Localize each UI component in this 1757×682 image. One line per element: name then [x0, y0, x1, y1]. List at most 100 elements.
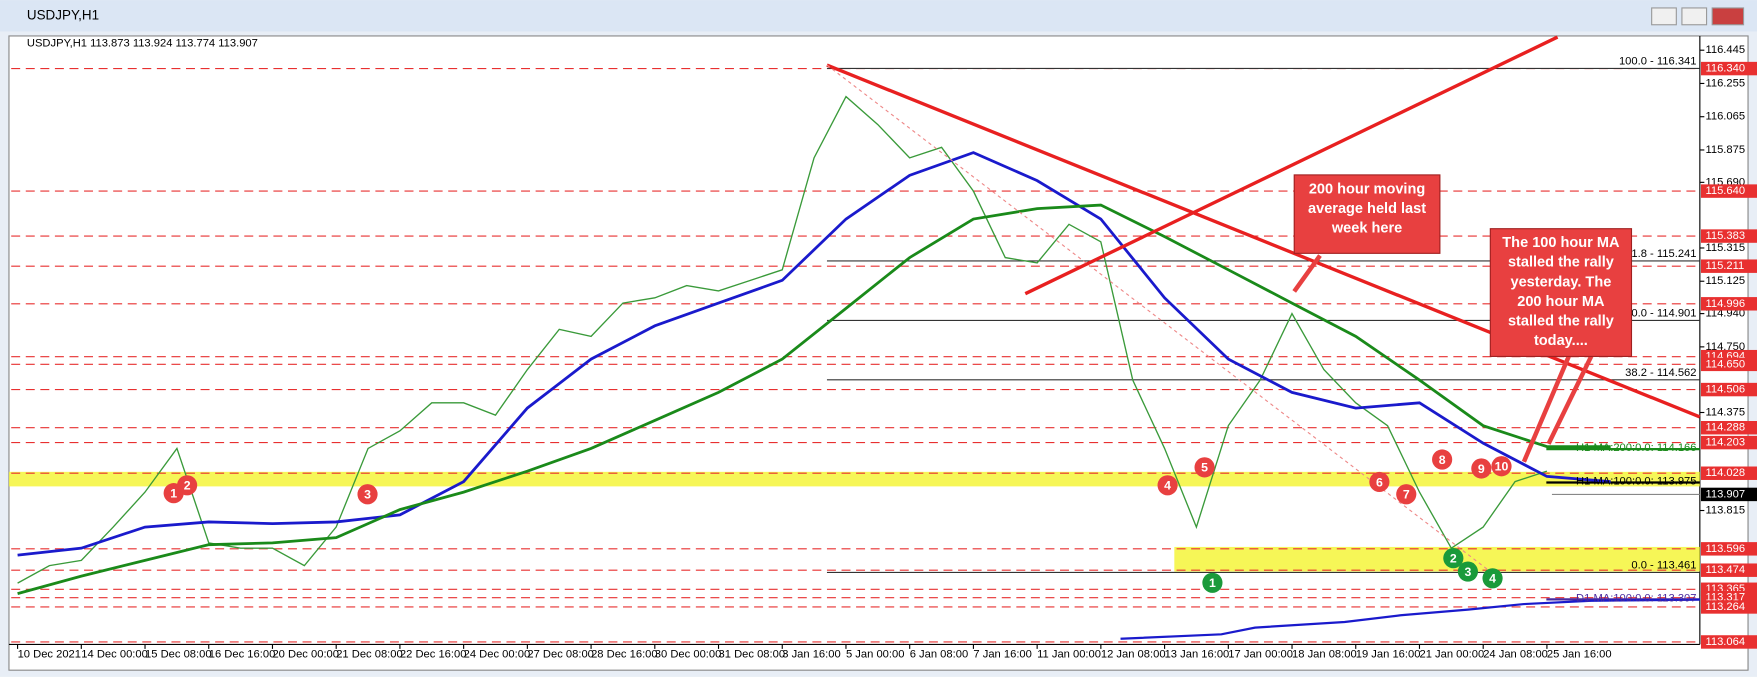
support-band: [1174, 546, 1700, 572]
callout-text: The 100 hour MA: [1502, 235, 1620, 251]
y-tick-label: 115.315: [1705, 242, 1745, 254]
x-tick-label: 25 Jan 16:00: [1547, 648, 1612, 660]
red-marker: [1432, 449, 1453, 470]
level-label: 113.474: [1705, 564, 1745, 576]
level-tag: [1700, 259, 1757, 273]
x-tick-label: 15 Dec 08:00: [145, 648, 212, 660]
level-label: 114.650: [1705, 358, 1745, 370]
callout-text: yesterday. The: [1510, 274, 1611, 290]
red-marker: [1491, 456, 1512, 477]
x-tick-label: 5 Jan 00:00: [846, 648, 904, 660]
ma-label: H1 MA:100:0.0: 113.975: [1576, 475, 1696, 487]
red-marker: [357, 484, 378, 505]
level-label: 115.640: [1705, 185, 1745, 197]
red-marker-label: 3: [364, 488, 371, 502]
level-tag: [1700, 297, 1757, 311]
x-tick-label: 7 Jan 16:00: [973, 648, 1031, 660]
level-label: 114.028: [1705, 467, 1745, 479]
close-button[interactable]: [1711, 7, 1745, 26]
fib-label: 38.2 - 114.562: [1625, 367, 1696, 379]
x-tick-label: 27 Dec 08:00: [527, 648, 594, 660]
callout-box: [1293, 174, 1441, 254]
red-marker-label: 7: [1403, 488, 1410, 502]
callout-text: 200 hour moving: [1309, 181, 1425, 197]
d1-ma-line: [1120, 598, 1700, 640]
callout-text: stalled the rally: [1508, 255, 1615, 271]
callout-arrow: [1292, 254, 1322, 293]
red-marker: [1194, 457, 1215, 478]
level-tag: [1700, 635, 1757, 649]
level-tag: [1700, 466, 1757, 480]
callout-text: average held last: [1308, 201, 1426, 217]
level-tag: [1700, 542, 1757, 556]
fib-label: 50.0 - 114.901: [1625, 308, 1696, 320]
y-tick-label: 116.255: [1705, 77, 1745, 89]
trend-line: [1024, 35, 1559, 296]
y-tick-label: 115.125: [1705, 275, 1745, 287]
y-tick-label: 113.815: [1705, 504, 1745, 516]
ma-label: D1 MA:100:0.0: 113.307: [1576, 592, 1696, 604]
callout-text: week here: [1331, 221, 1402, 237]
green-marker: [1202, 572, 1223, 593]
fib-label: 100.0 - 116.341: [1619, 56, 1697, 68]
level-label: 116.340: [1705, 63, 1745, 75]
x-tick-label: 17 Jan 00:00: [1228, 648, 1293, 660]
red-marker: [1396, 484, 1417, 505]
level-label: 114.506: [1705, 384, 1745, 396]
x-tick-label: 13 Jan 16:00: [1165, 648, 1230, 660]
maximize-button[interactable]: [1681, 7, 1708, 26]
red-marker-label: 5: [1201, 461, 1208, 475]
x-tick-label: 6 Jan 08:00: [910, 648, 968, 660]
green-marker: [1482, 568, 1503, 589]
x-tick-label: 19 Jan 16:00: [1356, 648, 1421, 660]
y-tick-label: 114.750: [1705, 341, 1745, 353]
level-tag: [1700, 421, 1757, 435]
y-tick-label: 116.065: [1705, 111, 1745, 123]
y-tick-label: 115.875: [1705, 144, 1745, 156]
x-tick-label: 18 Jan 08:00: [1292, 648, 1357, 660]
x-tick-label: 21 Jan 00:00: [1419, 648, 1484, 660]
callout-text: today....: [1534, 333, 1588, 349]
x-tick-label: 3 Jan 16:00: [782, 648, 840, 660]
green-marker: [1443, 548, 1464, 569]
callout-arrow: [1521, 355, 1571, 463]
x-tick-label: 10 Dec 2021: [18, 648, 81, 660]
level-tag: [1700, 382, 1757, 397]
callout-arrow: [1546, 355, 1594, 445]
x-tick-label: 24 Jan 08:00: [1483, 648, 1548, 660]
level-tag: [1700, 563, 1757, 577]
callout-text: 200 hour MA: [1517, 294, 1605, 310]
red-marker-label: 1: [170, 487, 177, 501]
ma-label: H1 MA:200:0.0: 114.166: [1576, 442, 1696, 454]
level-tag: [1700, 61, 1757, 76]
level-tag: [1700, 184, 1757, 198]
minimize-button[interactable]: [1651, 7, 1677, 26]
level-label: 113.064: [1705, 636, 1745, 648]
x-tick-label: 24 Dec 00:00: [464, 648, 531, 660]
red-marker-label: 6: [1376, 475, 1383, 489]
level-tag: [1700, 435, 1757, 450]
level-tag: [1700, 229, 1757, 243]
price-line: [17, 95, 1548, 584]
level-label: 115.383: [1705, 230, 1745, 242]
y-tick-label: 116.445: [1705, 44, 1745, 56]
green-marker-label: 4: [1489, 572, 1496, 586]
level-tag: [1700, 600, 1757, 614]
green-marker-label: 2: [1450, 551, 1457, 565]
red-marker: [1471, 458, 1492, 479]
callout-text: stalled the rally: [1508, 314, 1615, 330]
red-marker: [1369, 471, 1390, 493]
callout-box: [1489, 228, 1633, 357]
level-label: 114.203: [1705, 437, 1745, 449]
ma-line: [17, 203, 1611, 595]
level-label: 113.264: [1705, 601, 1745, 613]
red-marker: [1157, 475, 1178, 496]
x-tick-label: 31 Dec 08:00: [719, 648, 786, 660]
current-price-tag: [1700, 487, 1757, 502]
y-tick-label: 114.940: [1705, 308, 1745, 320]
level-label: 113.596: [1705, 543, 1745, 555]
x-tick-label: 16 Dec 16:00: [209, 648, 276, 660]
x-tick-label: 30 Dec 00:00: [655, 648, 722, 660]
x-tick-label: 12 Jan 08:00: [1101, 648, 1166, 660]
